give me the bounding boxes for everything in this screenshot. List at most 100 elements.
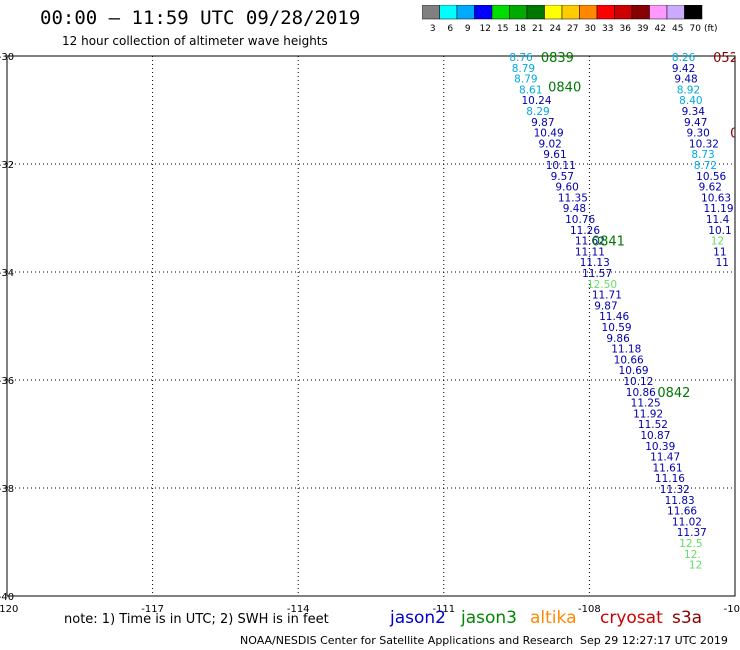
wave-height-value: 11.71 [592,290,622,302]
legend-jason3: jason3 [461,608,517,628]
wave-height-value: 9.48 [563,203,586,215]
wave-height-value: 11 [713,246,726,258]
wave-height-value: 11.26 [570,225,600,237]
wave-height-value: 12 [711,236,724,248]
pass-time-label: 0840 [548,81,581,96]
wave-height-value: 10.56 [696,171,726,183]
wave-height-value: 10.11 [546,160,576,172]
wave-height-value: 11.47 [650,452,680,464]
colorbar-label: 18 [515,24,527,34]
wave-height-value: 10.1 [708,225,731,237]
wave-height-value: 8.92 [677,84,700,96]
x-tick-label: -117 [141,604,164,615]
wave-height-value: 10.66 [614,354,644,366]
wave-height-value: 11.66 [667,506,697,518]
wave-height-value: 9.60 [555,182,578,194]
wave-height-value: 9.34 [682,106,706,118]
footer-note: note: 1) Time is in UTC; 2) SWH is in fe… [64,612,329,627]
wave-height-value: 10.32 [689,138,719,150]
wave-height-value: 10.76 [565,214,595,226]
wave-height-value: 9.02 [538,138,561,150]
y-tick-label: -34 [0,268,14,279]
wave-height-value: 11.62 [575,236,605,248]
pass-time-label: 0842 [657,386,690,401]
wave-height-value: 10.24 [521,95,551,107]
wave-height-value: 8.40 [679,95,702,107]
colorbar-label: 42 [655,24,666,34]
pass-time-label: 0841 [592,235,625,250]
wave-height-value: 10.86 [626,387,656,399]
page-subtitle: 12 hour collection of altimeter wave hei… [62,34,328,48]
wave-height-value: 10.87 [640,430,670,442]
wave-height-value: 8.76 [509,52,533,64]
wave-height-value: 11.02 [672,516,702,528]
wave-height-value: 9.57 [551,171,574,183]
wave-height-colorbar: 3 6 9 12 15 18 21 24 27 30 33 36 39 42 45 70 (ft) [422,5,718,34]
wave-height-value: 9.48 [674,74,697,86]
wave-height-value: 12. [684,549,701,561]
wave-height-value: 11.11 [575,246,605,258]
x-tick-label: -114 [287,604,310,615]
wave-height-value: 10.12 [623,376,653,388]
colorbar-label: 21 [532,24,543,34]
wave-height-value: 12.5 [679,538,702,550]
wave-height-value: 11.19 [703,203,733,215]
map-frame [6,55,736,597]
x-tick-label: -105 [724,604,740,615]
wave-height-value: 11.61 [652,462,682,474]
wave-height-value: 8.29 [526,106,549,118]
wave-height-value: 9.47 [684,117,707,129]
y-tick-label: -40 [0,592,14,603]
altimeter-map: -120 -117 -114 -111 -108 -105 -30 -32 -34 -36 -38 -… [0,51,740,615]
pass-time-label: 0525 [713,51,740,66]
y-tick-label: -30 [0,52,14,63]
wave-height-value: 11.32 [660,484,690,496]
wave-height-value: 11.52 [638,419,668,431]
colorbar-unit: (ft) [704,24,718,34]
wave-height-value: 9.30 [686,128,709,140]
page-title: 00:00 – 11:59 UTC 09/28/2019 [40,7,361,29]
wave-height-value: 11.57 [582,268,612,280]
colorbar-label: 39 [637,24,649,34]
wave-height-value: 11.37 [677,527,707,539]
x-tick-label: -111 [432,604,455,615]
colorbar-label: 70 [690,24,702,34]
wave-height-value: 9.86 [606,333,630,345]
wave-height-value: 11.35 [558,192,588,204]
wave-height-value: 10.49 [534,128,564,140]
wave-height-value: 11.25 [631,398,661,410]
wave-height-value: 11.46 [599,311,629,323]
wave-height-value: 9.62 [699,182,722,194]
wave-height-value: 11.13 [580,257,610,269]
wave-height-value: 11 [716,257,729,269]
wave-height-value: 8.26 [672,52,696,64]
wave-height-value: 11.18 [611,344,641,356]
colorbar-label: 45 [672,24,683,34]
colorbar-label: 27 [567,24,578,34]
legend-jason2: jason2 [390,608,446,628]
timestamp: Sep 29 12:27:17 UTC 2019 [580,634,728,647]
wave-height-value: 11.16 [655,473,685,485]
wave-height-value: 11.83 [665,495,695,507]
wave-height-value: 10.63 [701,192,731,204]
colorbar-label: 9 [465,24,471,34]
x-tick-label: -120 [0,604,18,615]
wave-height-value: 8.61 [519,84,542,96]
y-tick-label: -38 [0,484,14,495]
legend-s3a: s3a [672,608,703,628]
wave-height-value: 12 [689,560,702,572]
wave-height-value: 8.73 [691,149,714,161]
legend-cryosat: cryosat [600,608,663,628]
y-tick-label: -32 [0,160,14,171]
pass-time-label: 0 [730,127,738,142]
x-tick-label: -108 [578,604,601,615]
pass-time-label: 0839 [541,51,574,66]
colorbar-label: 30 [585,24,597,34]
colorbar-label: 33 [602,24,613,34]
colorbar-label: 36 [620,24,632,34]
wave-height-value: 8.79 [512,63,535,75]
y-tick-label: -36 [0,376,14,387]
legend-altika: altika [530,608,577,628]
colorbar-swatch [684,5,703,20]
colorbar-label: 12 [480,24,491,34]
